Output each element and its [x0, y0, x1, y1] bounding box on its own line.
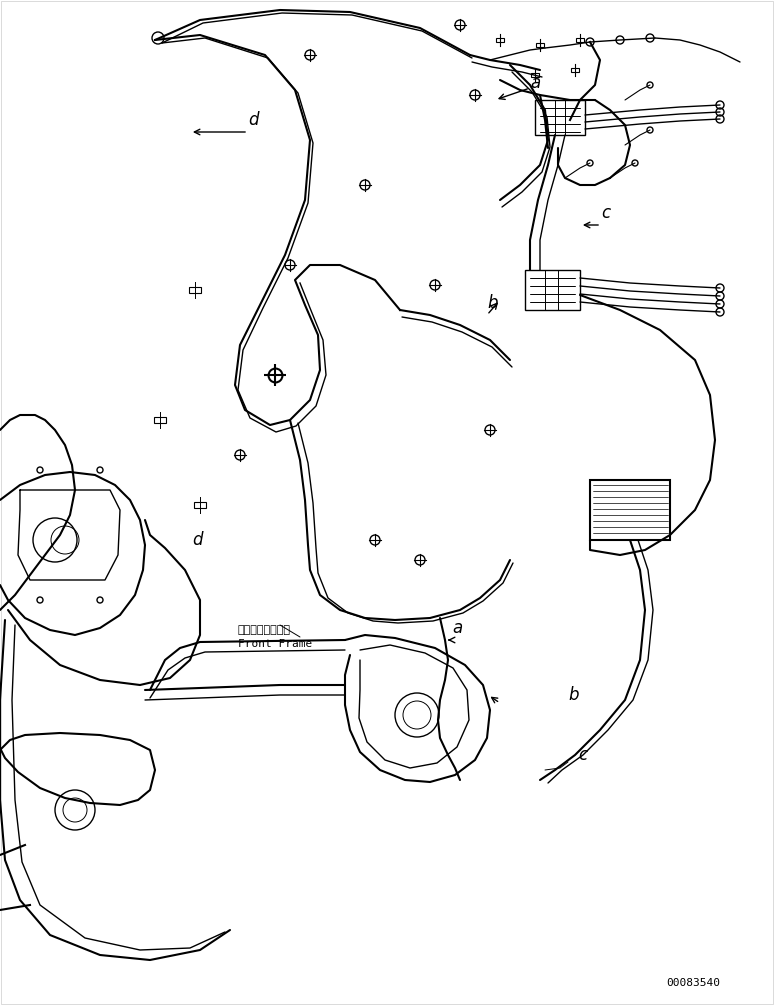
Text: d: d — [192, 531, 203, 549]
Bar — [536, 43, 543, 47]
Text: b: b — [487, 294, 498, 312]
Bar — [496, 38, 504, 42]
Text: d: d — [248, 111, 259, 129]
Text: Front Frame: Front Frame — [238, 639, 312, 649]
Bar — [535, 100, 585, 135]
Bar — [590, 480, 670, 540]
Bar — [194, 502, 206, 508]
Text: a: a — [452, 619, 462, 637]
Text: a: a — [530, 74, 540, 92]
Bar — [577, 38, 584, 42]
Text: フロントフレーム: フロントフレーム — [238, 625, 291, 635]
Bar — [571, 68, 579, 71]
Text: c: c — [601, 204, 610, 222]
Bar — [154, 417, 166, 423]
Bar — [532, 73, 539, 76]
Text: 00083540: 00083540 — [666, 978, 720, 988]
Bar — [525, 270, 580, 310]
Text: b: b — [568, 686, 578, 704]
Bar — [189, 287, 201, 293]
Text: c: c — [578, 746, 587, 764]
